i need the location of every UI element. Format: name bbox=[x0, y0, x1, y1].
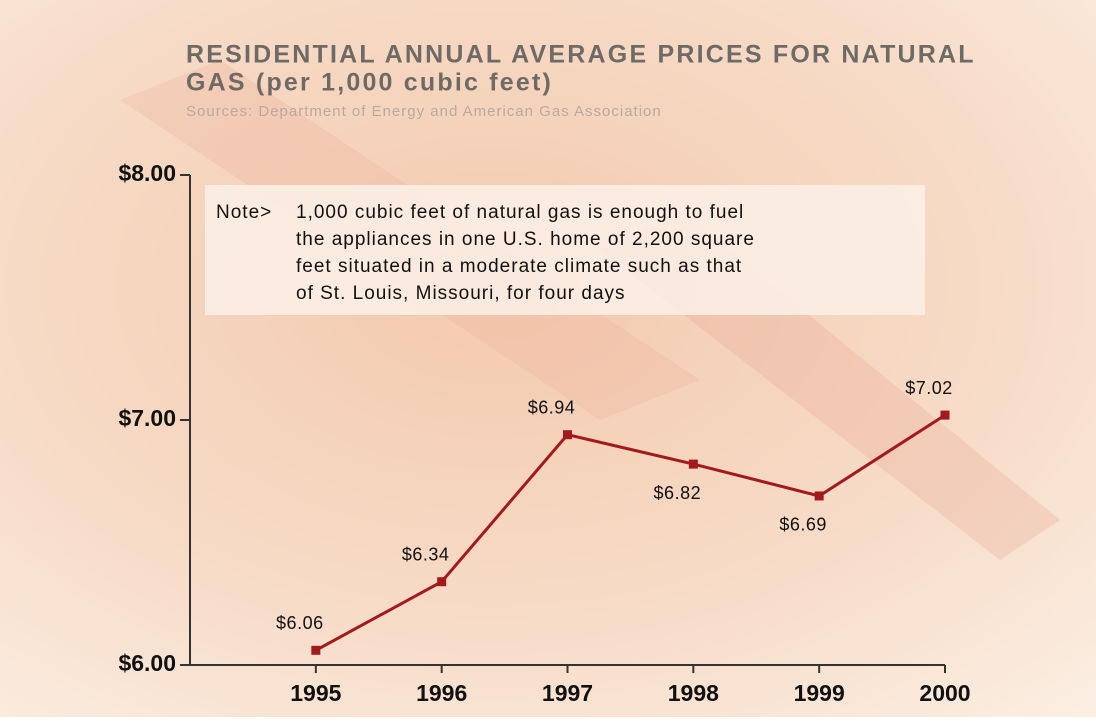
data-label: $6.06 bbox=[276, 613, 324, 633]
x-tick-label: 1997 bbox=[542, 680, 593, 706]
marker bbox=[563, 430, 572, 439]
data-label: $6.69 bbox=[779, 515, 827, 535]
data-label: $6.82 bbox=[654, 483, 702, 503]
marker bbox=[941, 411, 950, 420]
marker bbox=[311, 646, 320, 655]
marker bbox=[437, 577, 446, 586]
chart: RESIDENTIAL ANNUAL AVERAGE PRICES FOR NA… bbox=[0, 0, 1096, 717]
chart-title: GAS (per 1,000 cubic feet) bbox=[186, 69, 553, 97]
y-tick-label: $8.00 bbox=[118, 160, 176, 186]
note-text: 1,000 cubic feet of natural gas is enoug… bbox=[296, 202, 744, 223]
page: RESIDENTIAL ANNUAL AVERAGE PRICES FOR NA… bbox=[0, 0, 1096, 717]
marker bbox=[689, 460, 698, 469]
x-tick-label: 1998 bbox=[668, 680, 719, 706]
subtitle: Sources: Department of Energy and Americ… bbox=[186, 103, 662, 120]
y-tick-label: $7.00 bbox=[118, 405, 176, 431]
note-text: feet situated in a moderate climate such… bbox=[296, 256, 742, 277]
data-label: $6.94 bbox=[528, 397, 576, 417]
x-tick-label: 1995 bbox=[290, 680, 341, 706]
data-label: $6.34 bbox=[402, 544, 450, 564]
note-label: Note> bbox=[216, 202, 272, 223]
data-label: $7.02 bbox=[905, 378, 953, 398]
chart-title: RESIDENTIAL ANNUAL AVERAGE PRICES FOR NA… bbox=[186, 41, 976, 69]
x-tick-label: 1999 bbox=[794, 680, 845, 706]
y-tick-label: $6.00 bbox=[118, 650, 176, 676]
x-tick-label: 1996 bbox=[416, 680, 467, 706]
marker bbox=[815, 491, 824, 500]
x-tick-label: 2000 bbox=[919, 680, 970, 706]
note-text: of St. Louis, Missouri, for four days bbox=[296, 283, 626, 304]
note-text: the appliances in one U.S. home of 2,200… bbox=[296, 229, 755, 250]
